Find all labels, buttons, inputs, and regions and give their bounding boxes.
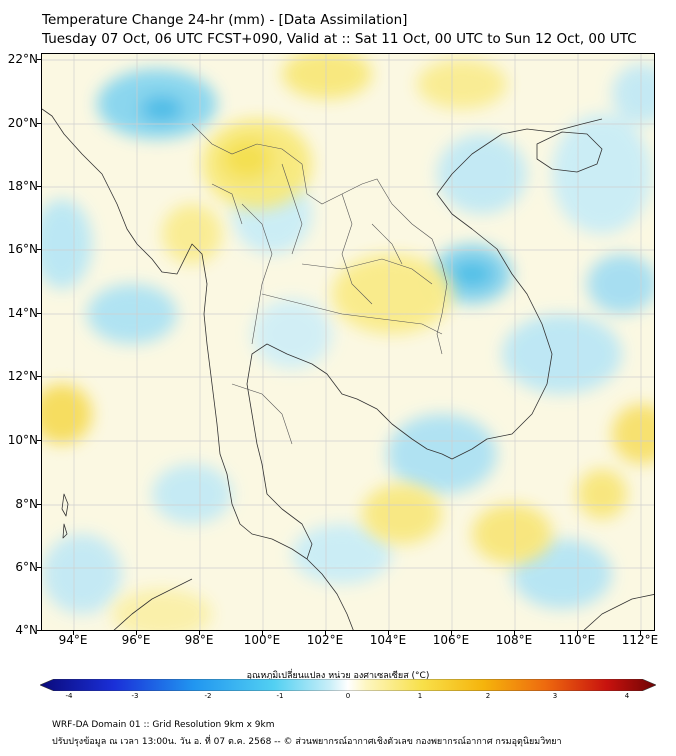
lon-label: 94°E — [58, 633, 88, 647]
colorbar-tick-label: -2 — [204, 692, 212, 700]
lat-tick — [37, 504, 41, 505]
lat-label: 12°N — [7, 369, 38, 383]
lat-label: 4°N — [15, 623, 38, 637]
lon-tick — [73, 631, 74, 635]
colorbar-tick-label: 2 — [485, 692, 491, 700]
footer-credit: ปรับปรุงข้อมูล ณ เวลา 13:00น. วัน อ. ที่… — [52, 737, 562, 747]
admin-borders — [191, 123, 448, 445]
colorbar-tick-label: -3 — [131, 692, 139, 700]
lat-tick — [37, 186, 41, 187]
lon-tick — [325, 631, 326, 635]
graticule — [42, 54, 654, 630]
lat-label: 14°N — [7, 306, 38, 320]
lon-tick — [262, 631, 263, 635]
lon-tick — [577, 631, 578, 635]
lat-tick — [37, 59, 41, 60]
colorbar-tick-label: -1 — [276, 692, 284, 700]
lat-label: 10°N — [7, 433, 38, 447]
colorbar — [40, 679, 656, 691]
colorbar-title: อุณหภูมิเปลี่ยนแปลง หน่วย องศาเซลเซียส (… — [246, 671, 430, 681]
lat-tick — [37, 567, 41, 568]
lat-tick — [37, 630, 41, 631]
lon-label: 110°E — [558, 633, 596, 647]
colorbar-tick-label: 4 — [624, 692, 630, 700]
map-subtitle: Tuesday 07 Oct, 06 UTC FCST+090, Valid a… — [42, 31, 637, 47]
coastlines — [42, 108, 654, 630]
lat-tick — [37, 313, 41, 314]
colorbar-tick-label: 1 — [417, 692, 423, 700]
map-panel — [41, 53, 655, 631]
lon-tick — [640, 631, 641, 635]
temperature-change-field — [42, 54, 654, 630]
lat-tick — [37, 123, 41, 124]
colorbar-tick-label: -4 — [65, 692, 73, 700]
lat-label: 8°N — [15, 497, 38, 511]
lat-label: 18°N — [7, 179, 38, 193]
colorbar-tick-label: 0 — [345, 692, 351, 700]
lat-label: 16°N — [7, 242, 38, 256]
map-title: Temperature Change 24-hr (mm) - [Data As… — [42, 12, 408, 28]
lon-label: 102°E — [306, 633, 344, 647]
footer-model-info: WRF-DA Domain 01 :: Grid Resolution 9km … — [52, 720, 275, 730]
lon-label: 98°E — [184, 633, 214, 647]
colorbar-tick-label: 3 — [552, 692, 558, 700]
lat-label: 20°N — [7, 116, 38, 130]
lon-label: 106°E — [432, 633, 470, 647]
lon-tick — [199, 631, 200, 635]
lon-tick — [514, 631, 515, 635]
lon-tick — [136, 631, 137, 635]
lat-label: 6°N — [15, 560, 38, 574]
lon-label: 108°E — [495, 633, 533, 647]
lat-label: 22°N — [7, 52, 38, 66]
lat-tick — [37, 440, 41, 441]
lon-label: 96°E — [121, 633, 151, 647]
lon-tick — [451, 631, 452, 635]
lat-tick — [37, 376, 41, 377]
lon-label: 100°E — [243, 633, 281, 647]
lon-label: 104°E — [369, 633, 407, 647]
lat-tick — [37, 249, 41, 250]
lon-tick — [388, 631, 389, 635]
lon-label: 112°E — [621, 633, 659, 647]
